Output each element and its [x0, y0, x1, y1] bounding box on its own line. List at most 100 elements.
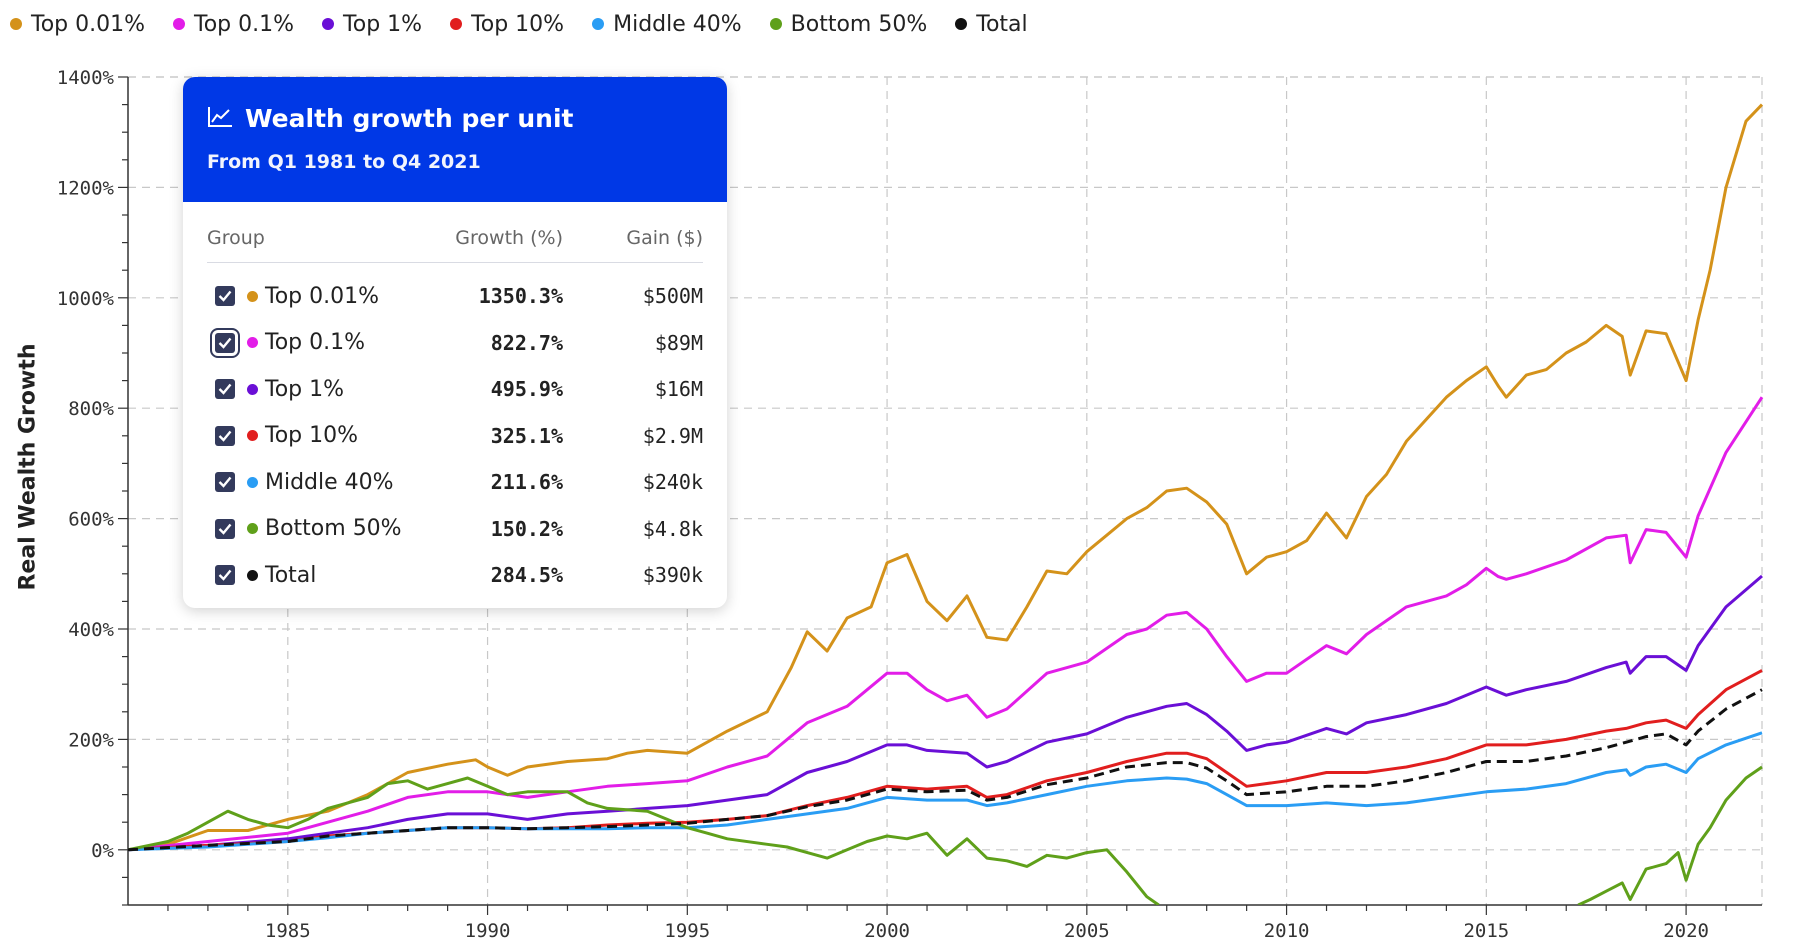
- table-row: Bottom 50% 150.2% $4.8k: [207, 506, 703, 553]
- panel-header: Wealth growth per unit From Q1 1981 to Q…: [183, 77, 727, 202]
- y-tick-label: 600%: [68, 509, 114, 531]
- y-axis-label: Real Wealth Growth: [15, 343, 41, 591]
- y-tick-label: 0%: [91, 840, 114, 862]
- growth-value: 1350.3%: [478, 284, 563, 309]
- group-label: Bottom 50%: [265, 516, 402, 542]
- x-tick-label: 1990: [465, 920, 511, 942]
- column-header-group: Group: [207, 227, 265, 249]
- series-line-bottom-50-: [1577, 765, 1763, 905]
- growth-value: 325.1%: [490, 423, 563, 448]
- legend-item[interactable]: Bottom 50%: [769, 11, 928, 37]
- legend-item[interactable]: Top 1%: [322, 12, 422, 37]
- legend-label: Top 1%: [343, 11, 423, 37]
- x-tick-label: 2020: [1663, 920, 1709, 942]
- series-dot-icon: [247, 430, 258, 442]
- group-label: Top 0.01%: [265, 283, 380, 309]
- series-dot-icon: [247, 337, 258, 349]
- summary-panel: Wealth growth per unit From Q1 1981 to Q…: [183, 77, 727, 608]
- group-label: Top 1%: [265, 376, 345, 402]
- legend-item[interactable]: Top 10%: [450, 12, 564, 37]
- gain-value: $390k: [642, 563, 703, 588]
- legend-dot-icon: [592, 18, 605, 30]
- series-dot-icon: [247, 569, 258, 581]
- group-label: Top 0.1%: [265, 330, 366, 356]
- legend-item[interactable]: Middle 40%: [592, 12, 742, 37]
- legend-label: Top 0.1%: [194, 11, 295, 37]
- growth-value: 211.6%: [490, 470, 563, 495]
- series-dot-icon: [247, 523, 258, 535]
- series-dot-icon: [247, 383, 258, 395]
- group-cell: Bottom 50%: [207, 516, 423, 541]
- row-checkbox[interactable]: [215, 425, 235, 446]
- check-icon: [218, 523, 232, 535]
- legend-dot-icon: [322, 18, 335, 30]
- y-tick-label: 1000%: [57, 288, 115, 310]
- group-cell: Middle 40%: [207, 470, 423, 495]
- growth-value: 822.7%: [490, 330, 563, 355]
- check-icon: [218, 569, 232, 582]
- x-tick-label: 2010: [1264, 920, 1310, 942]
- legend-dot-icon: [173, 18, 186, 30]
- row-checkbox[interactable]: [215, 286, 235, 307]
- legend-dot-icon: [10, 18, 22, 30]
- row-checkbox[interactable]: [215, 565, 235, 586]
- gain-value: $2.9M: [642, 423, 703, 448]
- group-cell: Top 10%: [207, 423, 423, 448]
- gain-value: $240k: [642, 470, 703, 495]
- series-line-top-1-: [128, 574, 1763, 852]
- legend-label: Total: [976, 11, 1028, 37]
- table-row: Middle 40% 211.6% $240k: [207, 459, 703, 506]
- check-icon: [218, 337, 232, 349]
- growth-value: 284.5%: [490, 563, 563, 588]
- row-checkbox[interactable]: [215, 379, 235, 400]
- legend-item[interactable]: Top 0.1%: [173, 12, 294, 37]
- legend-label: Top 10%: [471, 11, 565, 37]
- column-header-gain: Gain ($): [626, 227, 703, 249]
- summary-table: Group Growth (%) Gain ($) Top 0.01% 1350.…: [183, 214, 727, 599]
- legend-item[interactable]: Top 0.01%: [10, 12, 145, 37]
- group-label: Total: [265, 562, 317, 588]
- x-tick-label: 2000: [864, 920, 910, 942]
- y-tick-label: 400%: [68, 619, 114, 641]
- row-checkbox[interactable]: [215, 518, 235, 539]
- group-cell: Top 1%: [207, 377, 423, 402]
- series-dot-icon: [247, 290, 258, 302]
- y-tick-label: 200%: [68, 729, 114, 751]
- check-icon: [218, 290, 232, 303]
- gain-value: $89M: [654, 330, 703, 355]
- legend-dot-icon: [769, 18, 782, 30]
- legend-item[interactable]: Total: [955, 11, 1028, 37]
- y-tick-label: 1200%: [57, 177, 115, 199]
- check-icon: [218, 383, 232, 396]
- y-tick-label: 1400%: [57, 67, 115, 89]
- series-line-total: [128, 688, 1763, 852]
- table-header: Group Growth (%) Gain ($): [207, 214, 703, 263]
- legend-label: Bottom 50%: [790, 11, 928, 37]
- growth-value: 495.9%: [490, 377, 563, 402]
- table-row: Top 0.01% 1350.3% $500M: [207, 273, 703, 320]
- x-tick-label: 1985: [265, 920, 311, 942]
- legend-label: Top 0.01%: [31, 11, 146, 37]
- legend-dot-icon: [450, 18, 463, 30]
- line-chart-icon: [207, 106, 233, 132]
- panel-title: Wealth growth per unit: [245, 104, 574, 133]
- series-dot-icon: [247, 476, 258, 488]
- group-cell: Top 0.1%: [207, 327, 423, 358]
- group-label: Middle 40%: [265, 469, 394, 495]
- x-tick-label: 1995: [664, 920, 710, 942]
- group-cell: Top 0.01%: [207, 284, 423, 309]
- table-body: Top 0.01% 1350.3% $500M Top 0.1% 822.7% $89M T…: [207, 273, 703, 599]
- row-checkbox[interactable]: [210, 327, 240, 358]
- gain-value: $16M: [654, 377, 703, 402]
- growth-value: 150.2%: [490, 516, 563, 541]
- table-row: Top 1% 495.9% $16M: [207, 366, 703, 413]
- table-row: Top 0.1% 822.7% $89M: [207, 320, 703, 367]
- column-header-growth: Growth (%): [455, 227, 563, 249]
- x-tick-label: 2015: [1463, 920, 1509, 942]
- group-label: Top 10%: [265, 423, 359, 449]
- table-row: Top 10% 325.1% $2.9M: [207, 413, 703, 460]
- y-tick-label: 800%: [68, 398, 114, 420]
- series-line-top-0-01-: [128, 103, 1764, 852]
- gain-value: $500M: [642, 284, 703, 309]
- row-checkbox[interactable]: [215, 472, 235, 493]
